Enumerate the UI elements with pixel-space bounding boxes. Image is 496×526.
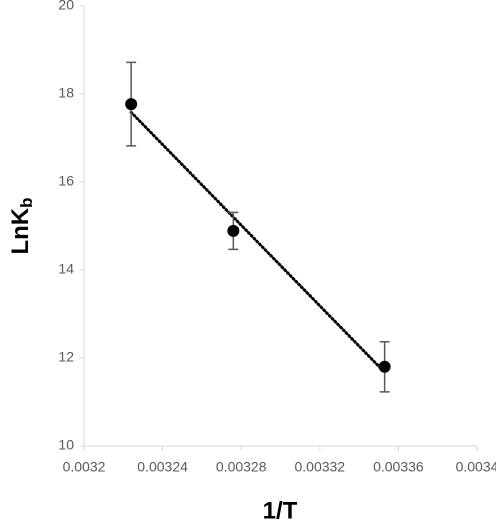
point — [227, 224, 240, 237]
x-tick-label: 0.00328 — [216, 459, 267, 475]
y-tick-label: 12 — [58, 349, 74, 365]
y-tick-label: 18 — [58, 85, 74, 101]
y-axis-title: LnKb — [7, 197, 36, 254]
y-axis-title-main: LnK — [7, 207, 34, 254]
x-tick-label: 0.00332 — [294, 459, 345, 475]
y-axis-title-subscript: b — [17, 197, 36, 207]
point — [125, 98, 138, 111]
x-axis-title: 1/T — [263, 497, 298, 524]
y-tick-label: 14 — [58, 261, 74, 277]
x-tick-label: 0.0032 — [63, 459, 106, 475]
point — [378, 360, 391, 373]
x-tick-label: 0.00324 — [137, 459, 188, 475]
trendline — [129, 110, 387, 374]
y-tick-label: 10 — [58, 437, 74, 453]
x-tick-label: 0.00336 — [373, 459, 424, 475]
y-tick-label: 20 — [58, 0, 74, 13]
x-tick-label: 0.0034 — [456, 459, 496, 475]
y-tick-label: 16 — [58, 173, 74, 189]
